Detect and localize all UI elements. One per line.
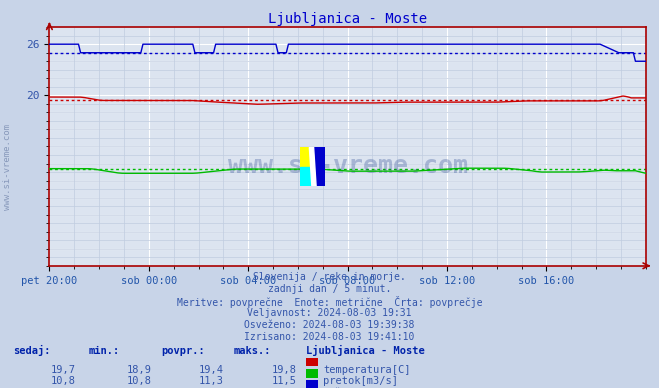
- Text: Osveženo: 2024-08-03 19:39:38: Osveženo: 2024-08-03 19:39:38: [244, 320, 415, 330]
- Text: temperatura[C]: temperatura[C]: [323, 365, 411, 375]
- Text: www.si-vreme.com: www.si-vreme.com: [3, 124, 13, 210]
- Text: pretok[m3/s]: pretok[m3/s]: [323, 376, 398, 386]
- Text: zadnji dan / 5 minut.: zadnji dan / 5 minut.: [268, 284, 391, 294]
- Text: Veljavnost: 2024-08-03 19:31: Veljavnost: 2024-08-03 19:31: [247, 308, 412, 318]
- Text: povpr.:: povpr.:: [161, 346, 205, 356]
- Bar: [312, 147, 325, 186]
- Text: Ljubljanica - Moste: Ljubljanica - Moste: [306, 345, 425, 356]
- Text: sedaj:: sedaj:: [13, 345, 51, 356]
- Text: www.si-vreme.com: www.si-vreme.com: [227, 154, 468, 178]
- Polygon shape: [309, 147, 316, 186]
- Text: 19,4: 19,4: [199, 365, 224, 375]
- Text: Izrisano: 2024-08-03 19:41:10: Izrisano: 2024-08-03 19:41:10: [244, 332, 415, 342]
- Title: Ljubljanica - Moste: Ljubljanica - Moste: [268, 12, 427, 26]
- Bar: [300, 167, 312, 186]
- Text: maks.:: maks.:: [234, 346, 272, 356]
- Text: Slovenija / reke in morje.: Slovenija / reke in morje.: [253, 272, 406, 282]
- Text: min.:: min.:: [89, 346, 120, 356]
- Text: 19,7: 19,7: [51, 365, 76, 375]
- Text: Meritve: povprečne  Enote: metrične  Črta: povprečje: Meritve: povprečne Enote: metrične Črta:…: [177, 296, 482, 308]
- Text: 10,8: 10,8: [127, 376, 152, 386]
- Bar: [300, 147, 312, 167]
- Text: 19,8: 19,8: [272, 365, 297, 375]
- Text: 11,5: 11,5: [272, 376, 297, 386]
- Text: 11,3: 11,3: [199, 376, 224, 386]
- Text: 10,8: 10,8: [51, 376, 76, 386]
- Text: 18,9: 18,9: [127, 365, 152, 375]
